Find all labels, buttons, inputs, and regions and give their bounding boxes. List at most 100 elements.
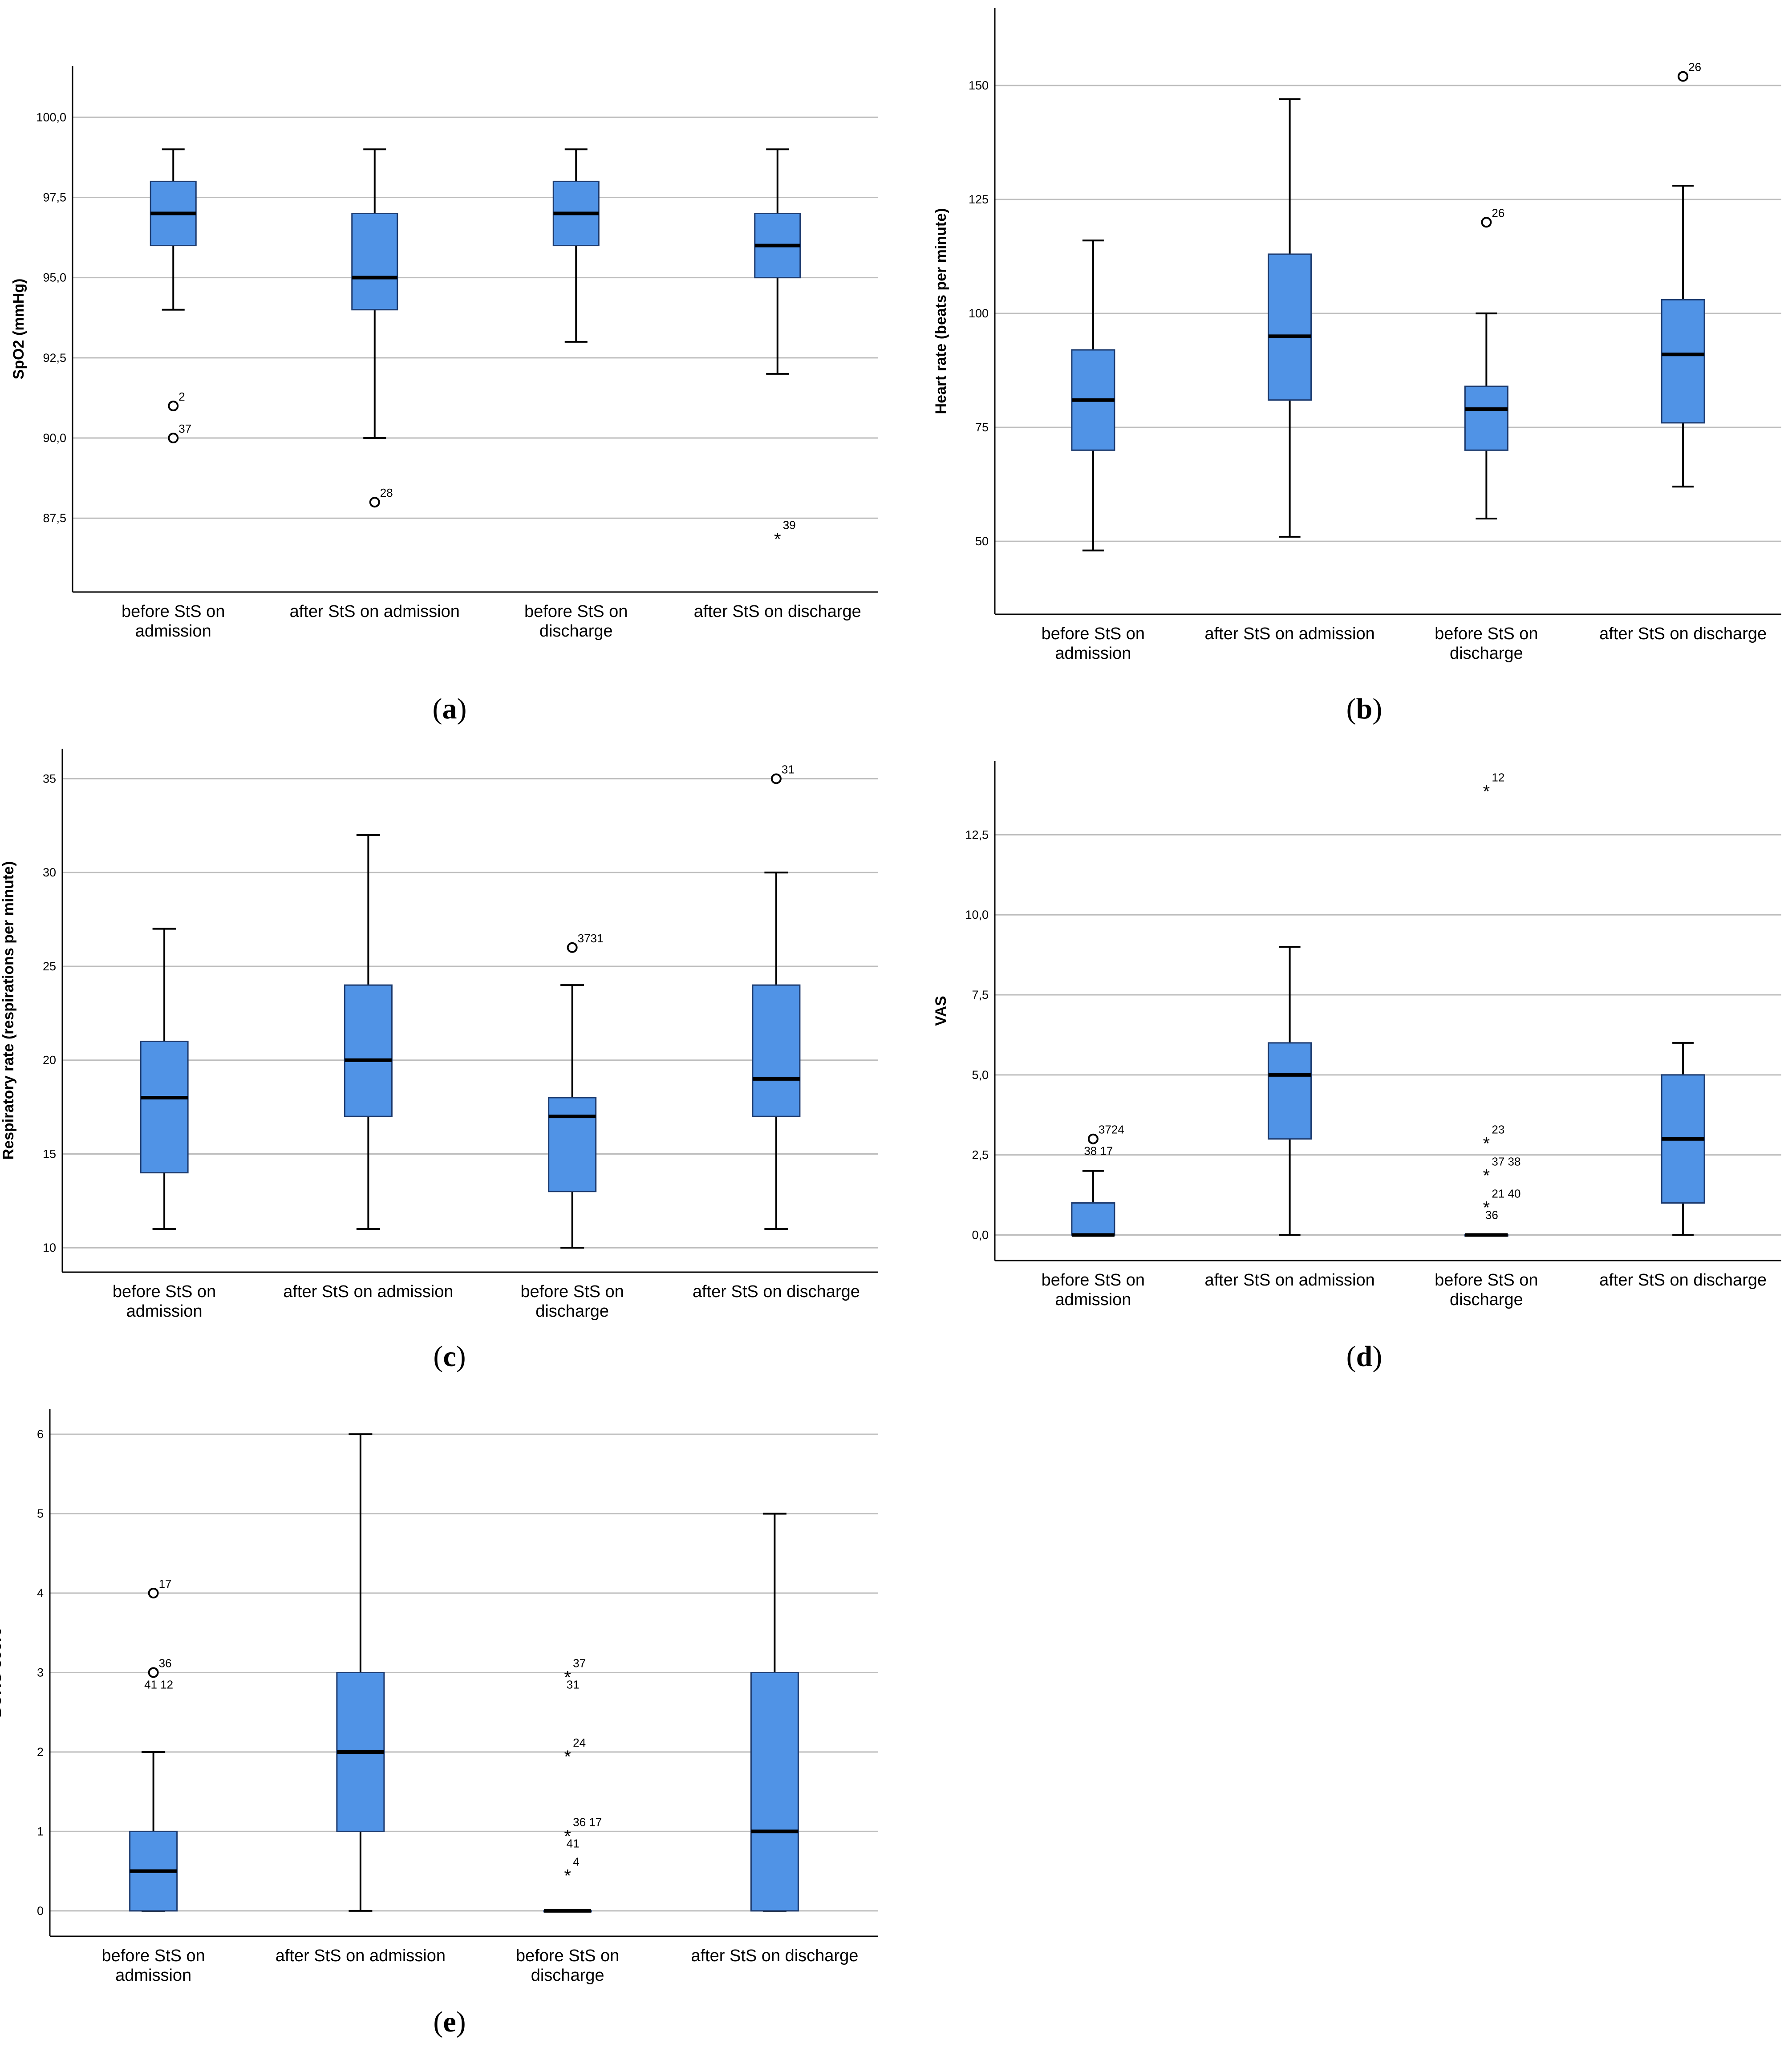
caption-e: (e) (433, 2006, 466, 2038)
chart-b: 50 75 100 125 150 Heart rate (beats per minut… (932, 8, 1781, 663)
y-tick-label: 95,0 (43, 271, 66, 284)
box-iqr (1464, 385, 1508, 451)
outlier-label: 36 17 (573, 1815, 602, 1829)
outlier-label: 4 (573, 1855, 579, 1869)
caption-d: (d) (1346, 1340, 1383, 1373)
y-tick-label: 1 (37, 1825, 44, 1838)
x-category-label: discharge (1450, 644, 1523, 663)
outlier-label: 41 (567, 1837, 580, 1850)
x-category-label: after StS on discharge (693, 1282, 860, 1301)
outlier-label: 31 (567, 1678, 580, 1691)
y-tick-label: 97,5 (43, 191, 66, 204)
outlier-star: * (1483, 1166, 1490, 1186)
chart-c: 10 15 20 25 30 35 Respiratory rate (respiratio… (0, 749, 878, 1321)
box-iqr (1071, 1202, 1115, 1236)
x-category-label: before StS on (1435, 625, 1538, 643)
outlier-label: 2 (178, 390, 185, 403)
y-tick-label: 35 (43, 772, 56, 785)
y-tick-label: 125 (969, 193, 989, 206)
caption-b-letter: b (1356, 693, 1373, 725)
y-tick-label: 50 (975, 535, 989, 548)
outlier-label: 21 40 (1492, 1187, 1520, 1200)
y-axis-label: Respiratory rate (respirations per minut… (0, 861, 17, 1160)
outlier-label: 24 (573, 1736, 586, 1749)
outlier-label: 26 (1492, 206, 1504, 219)
caption-c: (c) (433, 1340, 466, 1373)
x-category-label: after StS on discharge (1599, 1271, 1767, 1290)
outlier-circle (770, 773, 782, 784)
x-category-label: after StS on discharge (694, 602, 861, 621)
y-tick-label: 3 (37, 1666, 44, 1679)
y-axis-label: SpO2 (mmHg) (10, 279, 27, 380)
y-tick-label: 10 (43, 1241, 56, 1254)
box-iqr (1661, 299, 1705, 424)
x-category-label: admission (1055, 1290, 1131, 1309)
y-axis-label: VAS (932, 996, 949, 1026)
outlier-star: * (1483, 782, 1490, 802)
y-axis-label: BORG score (0, 1627, 4, 1717)
y-axis-label: Heart rate (beats per minute) (932, 208, 949, 414)
y-tick-label: 87,5 (43, 511, 66, 525)
x-category-label: after StS on discharge (1599, 625, 1767, 643)
y-tick-label: 15 (43, 1147, 56, 1160)
outlier-circle (148, 1588, 159, 1599)
x-category-label: after StS on discharge (691, 1947, 858, 1965)
outlier-label: 37 (178, 422, 191, 435)
y-tick-label: 5,0 (972, 1068, 989, 1082)
outlier-label: 38 17 (1084, 1144, 1113, 1158)
x-category-label: before StS on (1435, 1271, 1538, 1290)
outlier-star: * (564, 1668, 571, 1687)
x-category-label: before StS on (113, 1282, 216, 1301)
box-iqr (140, 1041, 189, 1174)
x-category-label: discharge (535, 1302, 609, 1321)
box-iqr (1268, 1042, 1312, 1140)
outlier-label: 37 (573, 1657, 586, 1670)
x-category-label: before StS on (1042, 1271, 1145, 1290)
caption-d-letter: d (1356, 1340, 1373, 1373)
y-tick-label: 2,5 (972, 1148, 989, 1162)
outlier-star: * (774, 529, 781, 549)
x-category-label: before StS on (524, 602, 628, 621)
outlier-circle (148, 1667, 159, 1678)
box-iqr (344, 984, 393, 1117)
caption-a: (a) (432, 693, 467, 725)
outlier-label: 12 (1492, 771, 1504, 784)
chart-a: 87,5 90,0 92,5 95,0 97,5 100,0 SpO2 (mmHg) 2 37 2… (10, 66, 878, 641)
outlier-star: * (564, 1826, 571, 1846)
outlier-star: * (564, 1747, 571, 1767)
outlier-circle (1481, 217, 1492, 228)
outlier-star: * (564, 1866, 571, 1886)
x-category-label: before StS on (122, 602, 225, 621)
y-tick-label: 5 (37, 1507, 44, 1521)
y-tick-label: 7,5 (972, 988, 989, 1002)
y-tick-label: 150 (969, 79, 989, 92)
outlier-label: 3724 (1099, 1123, 1124, 1136)
x-category-label: before StS on (101, 1947, 205, 1965)
x-category-label: admission (126, 1302, 203, 1321)
x-category-label: after StS on admission (283, 1282, 453, 1301)
outlier-circle (1087, 1133, 1099, 1144)
y-tick-label: 25 (43, 960, 56, 973)
x-category-label: after StS on admission (1204, 625, 1374, 643)
x-category-label: after StS on admission (276, 1947, 446, 1965)
outlier-label: 17 (159, 1577, 172, 1590)
caption-a-letter: a (442, 693, 457, 725)
x-category-label: discharge (539, 622, 613, 641)
outlier-label: 23 (1492, 1123, 1504, 1136)
outlier-circle (168, 400, 179, 411)
y-tick-label: 92,5 (43, 351, 66, 365)
outlier-label: 39 (783, 518, 796, 531)
outlier-circle (1678, 71, 1689, 82)
x-category-label: before StS on (520, 1282, 624, 1301)
outlier-circle (168, 433, 179, 444)
caption-e-letter: e (443, 2006, 456, 2038)
y-tick-label: 6 (37, 1427, 44, 1441)
y-tick-label: 0 (37, 1904, 44, 1918)
outlier-label: 41 12 (144, 1678, 173, 1691)
x-category-label: after StS on admission (290, 602, 460, 621)
y-tick-label: 2 (37, 1745, 44, 1759)
outlier-label: 31 (782, 762, 795, 776)
y-tick-label: 10,0 (965, 908, 989, 921)
x-category-label: before StS on (516, 1947, 619, 1965)
